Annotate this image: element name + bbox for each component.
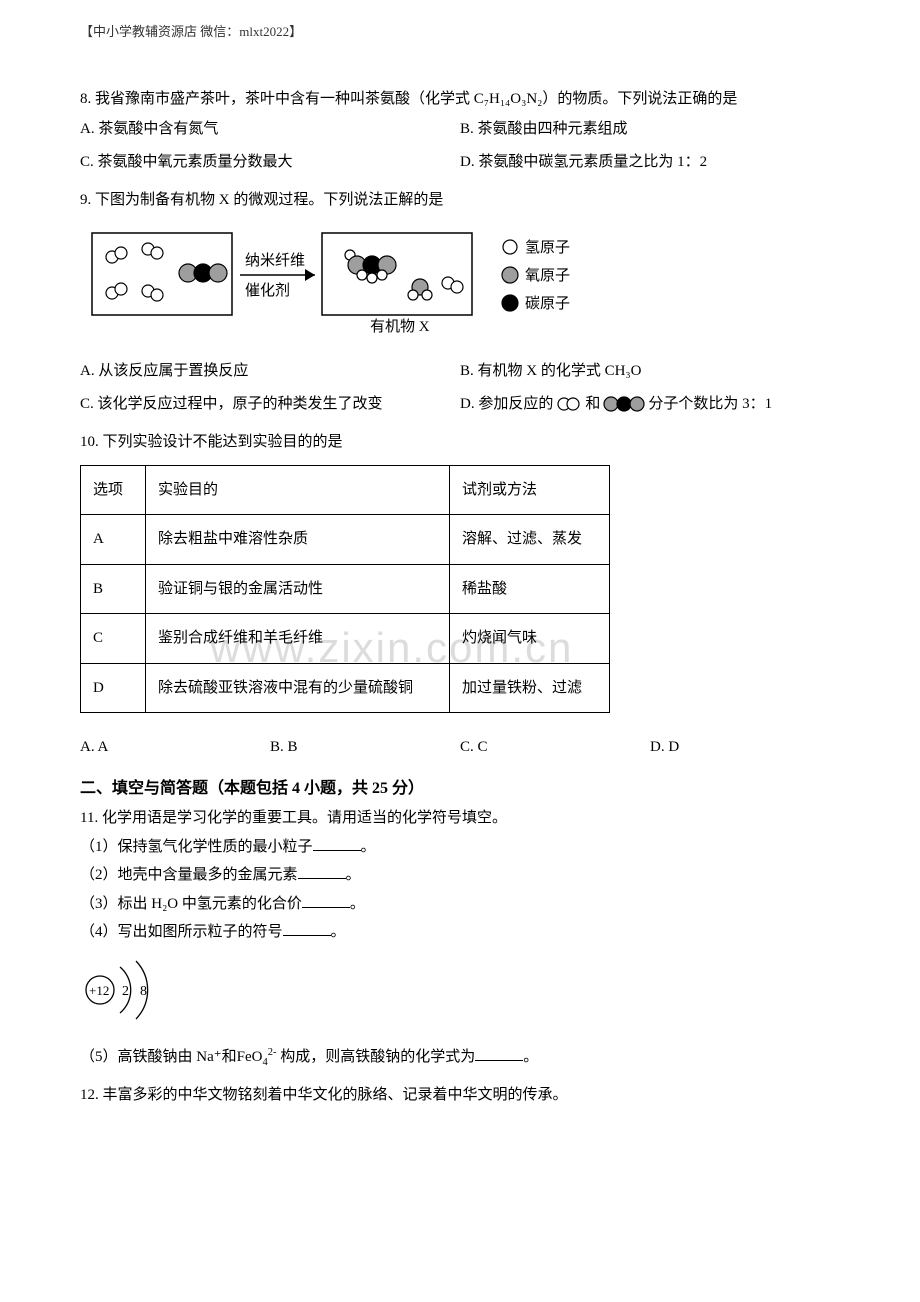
table-row: C 鉴别合成纤维和羊毛纤维 灼烧闻气味 (81, 614, 610, 664)
question-11: 11. 化学用语是学习化学的重要工具。请用适当的化学符号填空。 （1）保持氢气化… (80, 804, 840, 1073)
blank (298, 864, 346, 879)
q11-2: （2）地壳中含量最多的金属元素 。 (80, 861, 840, 890)
q8-opt-b: B. 茶氨酸由四种元素组成 (460, 113, 840, 146)
q11-5-post: 构成，则高铁酸钠的化学式为 (277, 1049, 476, 1065)
q8-opt-d: D. 茶氨酸中碳氢元素质量之比为 1：2 (460, 146, 840, 179)
cell: 加过量铁粉、过滤 (450, 663, 610, 713)
q9-d-pre: D. 参加反应的 (460, 390, 553, 419)
shell-1: 2 (122, 984, 129, 999)
q9-diagram: 纳米纤维 催化剂 有机物 (90, 225, 840, 346)
q10-opt-c: C. C (460, 733, 650, 762)
co2-icon (602, 395, 646, 413)
q11-3-text: （3）标出 H₂O 中氢元素的化合价 (80, 896, 302, 912)
cell: C (81, 614, 146, 664)
question-12: 12. 丰富多彩的中华文物铭刻着中华文化的脉络、记录着中华文明的传承。 (80, 1081, 840, 1110)
th-method: 试剂或方法 (450, 465, 610, 515)
cell: 溶解、过滤、蒸发 (450, 515, 610, 565)
q8-stem: 8. 我省豫南市盛产茶叶，茶叶中含有一种叫茶氨酸（化学式 C₇H₁₄O₃N₂）的… (80, 85, 840, 114)
cell: 稀盐酸 (450, 564, 610, 614)
table-row: B 验证铜与银的金属活动性 稀盐酸 (81, 564, 610, 614)
q9-d-mid: 和 (585, 390, 600, 419)
question-10: 10. 下列实验设计不能达到实验目的的是 选项 实验目的 试剂或方法 A 除去粗… (80, 428, 840, 762)
q8-opt-a: A. 茶氨酸中含有氮气 (80, 113, 460, 146)
question-9: 9. 下图为制备有机物 X 的微观过程。下列说法正解的是 纳米纤维 催化剂 (80, 186, 840, 420)
nucleus-charge: +12 (89, 983, 109, 998)
q9-opt-c: C. 该化学反应过程中，原子的种类发生了改变 (80, 388, 460, 421)
question-8: 8. 我省豫南市盛产茶叶，茶叶中含有一种叫茶氨酸（化学式 C₇H₁₄O₃N₂）的… (80, 85, 840, 179)
cell: A (81, 515, 146, 565)
atom-structure-diagram: +12 2 8 (80, 955, 840, 1036)
period: 。 (361, 839, 376, 855)
blank (313, 836, 361, 851)
section-2-title: 二、填空与简答题（本题包括 4 小题，共 25 分） (80, 774, 840, 804)
legend-h: 氢原子 (525, 239, 570, 256)
arrow-label-top: 纳米纤维 (245, 252, 305, 269)
cell: 除去硫酸亚铁溶液中混有的少量硫酸铜 (146, 663, 450, 713)
cell: B (81, 564, 146, 614)
period: 。 (346, 867, 361, 883)
q11-1-text: （1）保持氢气化学性质的最小粒子 (80, 839, 313, 855)
h2-icon (555, 395, 583, 413)
period: 。 (350, 896, 365, 912)
feo4-ion: FeO42- (237, 1049, 277, 1065)
q10-opt-b: B. B (270, 733, 460, 762)
q9-stem: 9. 下图为制备有机物 X 的微观过程。下列说法正解的是 (80, 186, 840, 215)
blank (283, 921, 331, 936)
q8-opt-c: C. 茶氨酸中氧元素质量分数最大 (80, 146, 460, 179)
q11-1: （1）保持氢气化学性质的最小粒子 。 (80, 833, 840, 862)
blank (475, 1046, 523, 1061)
q10-opt-d: D. D (650, 733, 840, 762)
q10-stem: 10. 下列实验设计不能达到实验目的的是 (80, 428, 840, 457)
cell: 除去粗盐中难溶性杂质 (146, 515, 450, 565)
th-purpose: 实验目的 (146, 465, 450, 515)
legend-o: 氧原子 (525, 267, 570, 284)
shell-2: 8 (140, 984, 147, 999)
arrow-label-bot: 催化剂 (245, 282, 290, 299)
q11-4: （4）写出如图所示粒子的符号 。 (80, 918, 840, 947)
cell: D (81, 663, 146, 713)
q9-opt-d: D. 参加反应的 和 分子个数比为 3：1 (460, 388, 840, 421)
cell: 灼烧闻气味 (450, 614, 610, 664)
q9-opt-a: A. 从该反应属于置换反应 (80, 355, 460, 388)
q11-5: （5）高铁酸钠由 Na⁺和FeO42- 构成，则高铁酸钠的化学式为 。 (80, 1043, 840, 1073)
table-row: 选项 实验目的 试剂或方法 (81, 465, 610, 515)
table-row: A 除去粗盐中难溶性杂质 溶解、过滤、蒸发 (81, 515, 610, 565)
legend-c: 碳原子 (525, 295, 570, 312)
q11-2-text: （2）地壳中含量最多的金属元素 (80, 867, 298, 883)
q11-stem: 11. 化学用语是学习化学的重要工具。请用适当的化学符号填空。 (80, 804, 840, 833)
q11-3: （3）标出 H₂O 中氢元素的化合价 。 (80, 890, 840, 919)
q10-opt-a: A. A (80, 733, 270, 762)
q11-5-pre: （5）高铁酸钠由 Na⁺和 (80, 1049, 237, 1065)
blank (302, 893, 350, 908)
cell: 鉴别合成纤维和羊毛纤维 (146, 614, 450, 664)
q10-table: 选项 实验目的 试剂或方法 A 除去粗盐中难溶性杂质 溶解、过滤、蒸发 B 验证… (80, 465, 610, 714)
period: 。 (331, 924, 346, 940)
q11-4-text: （4）写出如图所示粒子的符号 (80, 924, 283, 940)
th-opt: 选项 (81, 465, 146, 515)
cell: 验证铜与银的金属活动性 (146, 564, 450, 614)
q9-opt-b: B. 有机物 X 的化学式 CH₃O (460, 355, 840, 388)
table-row: D 除去硫酸亚铁溶液中混有的少量硫酸铜 加过量铁粉、过滤 (81, 663, 610, 713)
product-label: 有机物 X (370, 318, 430, 335)
period: 。 (523, 1049, 538, 1065)
page-header: 【中小学教辅资源店 微信：mlxt2022】 (80, 20, 840, 45)
q9-d-post: 分子个数比为 3：1 (648, 390, 772, 419)
